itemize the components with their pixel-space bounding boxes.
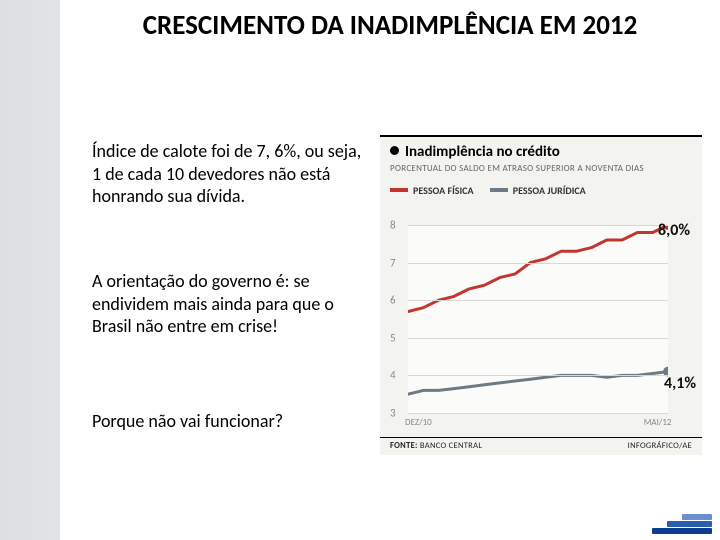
legend-item-pf: PESSOA FÍSICA — [390, 184, 474, 197]
gridline — [408, 375, 668, 376]
chart-title-text: Inadimplência no crédito — [405, 143, 560, 161]
y-tick-label: 7 — [390, 256, 396, 269]
y-tick-label: 4 — [390, 369, 396, 382]
legend-label-pj: PESSOA JURÍDICA — [513, 184, 586, 197]
bullet-icon — [390, 146, 399, 155]
corner-bar-1 — [667, 521, 712, 527]
chart-svg — [408, 225, 668, 413]
y-tick-label: 3 — [390, 407, 396, 420]
callout-pf: 8,0% — [658, 221, 690, 240]
corner-bar-0 — [652, 528, 712, 534]
slide-title: CRESCIMENTO DA INADIMPLÊNCIA EM 2012 — [90, 10, 690, 41]
legend-label-pf: PESSOA FÍSICA — [413, 184, 474, 197]
gridline — [408, 338, 668, 339]
paragraph-1: Índice de calote foi de 7, 6%, ou seja, … — [92, 140, 362, 208]
slide: CRESCIMENTO DA INADIMPLÊNCIA EM 2012 Índ… — [0, 0, 720, 540]
paragraph-3: Porque não vai funcionar? — [92, 410, 362, 433]
chart-legend: PESSOA FÍSICA PESSOA JURÍDICA — [380, 176, 702, 199]
corner-accent — [652, 512, 712, 534]
x-axis-labels: DEZ/10 MAI/12 — [408, 417, 668, 431]
left-decorative-band — [0, 0, 60, 540]
chart-title: Inadimplência no crédito — [390, 143, 692, 161]
gridline — [408, 413, 668, 414]
legend-item-pj: PESSOA JURÍDICA — [490, 184, 586, 197]
callout-pj: 4,1% — [664, 374, 696, 393]
x-label-start: DEZ/10 — [405, 417, 432, 428]
chart-credit: INFOGRÁFICO/AE — [628, 441, 692, 455]
chart-footer: FONTE: BANCO CENTRAL INFOGRÁFICO/AE — [380, 437, 702, 455]
paragraph-2: A orientação do governo é: se endividem … — [92, 270, 362, 338]
gridline — [408, 225, 668, 226]
legend-swatch-pf — [390, 188, 408, 192]
chart-plot-area — [408, 225, 668, 413]
legend-swatch-pj — [490, 188, 508, 192]
y-tick-label: 8 — [390, 219, 396, 232]
corner-bar-2 — [682, 514, 712, 520]
chart-source: FONTE: BANCO CENTRAL — [390, 441, 482, 455]
chart-subtitle: PORCENTUAL DO SALDO EM ATRASO SUPERIOR A… — [390, 163, 692, 174]
y-tick-label: 5 — [390, 331, 396, 344]
series-line-0 — [408, 225, 668, 312]
chart-header: Inadimplência no crédito PORCENTUAL DO S… — [380, 137, 702, 176]
gridline — [408, 300, 668, 301]
x-label-end: MAI/12 — [644, 417, 672, 428]
source-text: BANCO CENTRAL — [420, 441, 482, 451]
source-prefix: FONTE: — [390, 441, 418, 451]
gridline — [408, 263, 668, 264]
chart-container: Inadimplência no crédito PORCENTUAL DO S… — [380, 135, 702, 455]
y-tick-label: 6 — [390, 294, 396, 307]
